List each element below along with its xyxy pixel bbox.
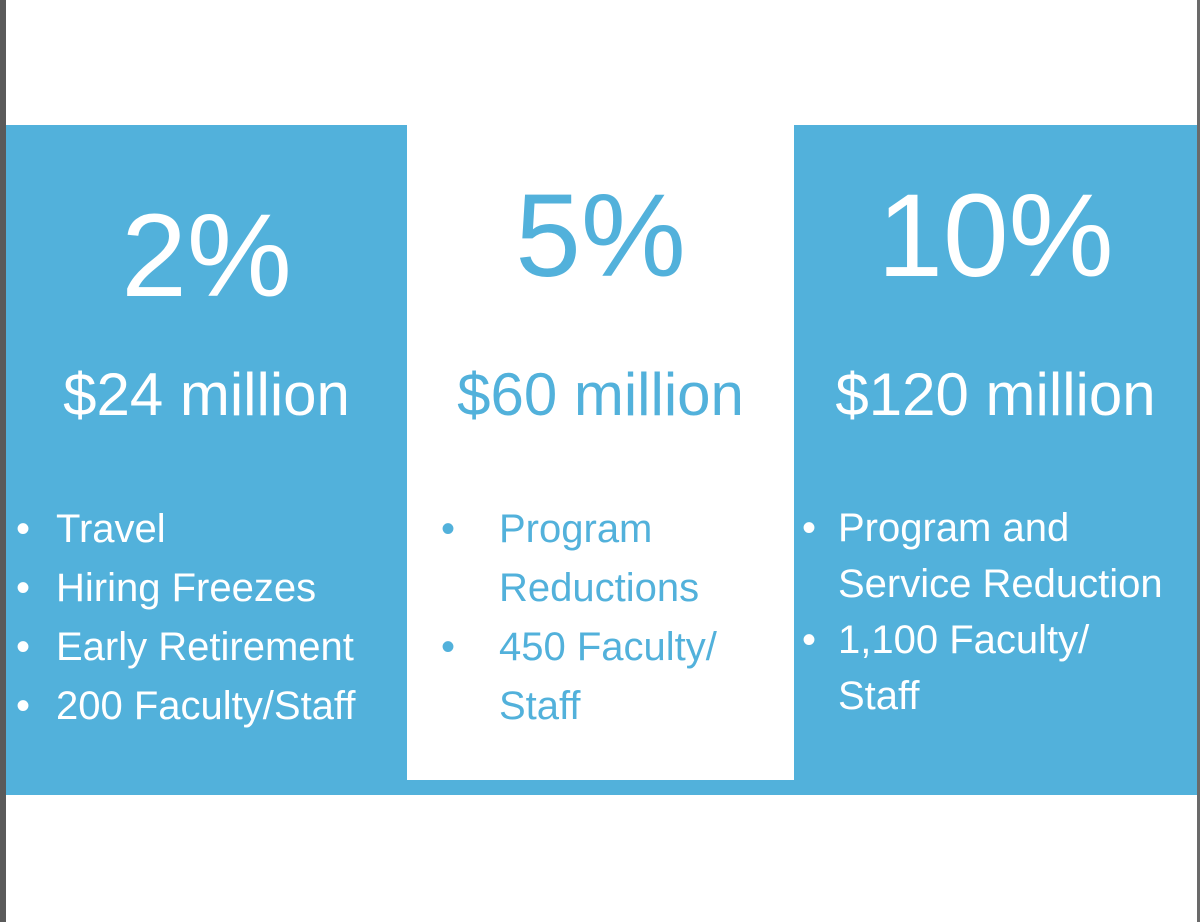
bullet-text: Program Reductions: [499, 507, 700, 610]
bullet-text: Hiring Freezes: [56, 566, 317, 610]
tier-amount: $60 million: [457, 361, 744, 428]
bullet-text: Program and Service Reduction: [838, 506, 1163, 606]
bullet-item: • 200 Faculty/Staff: [16, 677, 355, 736]
bullet-item: • Program and Service Reduction: [802, 500, 1192, 612]
tier-amount: $120 million: [835, 361, 1156, 428]
bullet-dot: •: [441, 507, 456, 551]
bullet-dot: •: [16, 507, 31, 551]
bullet-item: • Early Retirement: [16, 618, 355, 677]
tier-bullet-list: • Program Reductions • 450 Faculty/ Staff: [441, 500, 781, 736]
frame-edge-left: [0, 0, 6, 922]
tier-bullet-list: • Travel • Hiring Freezes • Early Retiremen…: [16, 500, 355, 736]
bullet-item: • Program Reductions: [441, 500, 781, 618]
frame-edge-right: [1197, 0, 1200, 922]
bullet-text: 450 Faculty/ Staff: [499, 625, 717, 728]
bullet-item: • 1,100 Faculty/ Staff: [802, 612, 1192, 724]
tier-percent: 5%: [515, 170, 686, 302]
tier-10-percent: 10% $120 million • Program and Service Re…: [794, 125, 1197, 795]
tier-2-percent: 2% $24 million • Travel • Hiring Freezes •…: [6, 125, 407, 795]
bullet-item: • Hiring Freezes: [16, 559, 355, 618]
bullet-dot: •: [802, 618, 817, 662]
bullet-dot: •: [16, 566, 31, 610]
bullet-text: Early Retirement: [56, 625, 354, 669]
bullet-dot: •: [16, 625, 31, 669]
tier-amount: $24 million: [63, 361, 350, 428]
bullet-dot: •: [16, 684, 31, 728]
bullet-text: Travel: [56, 507, 166, 551]
bullet-dot: •: [441, 625, 456, 669]
tier-percent: 10%: [877, 170, 1114, 302]
bullet-item: • 450 Faculty/ Staff: [441, 618, 781, 736]
tier-bullet-list: • Program and Service Reduction • 1,100 Fa…: [802, 500, 1192, 724]
bullet-item: • Travel: [16, 500, 355, 559]
tier-5-percent: 5% $60 million • Program Reductions • 450 …: [407, 125, 794, 780]
bullet-text: 200 Faculty/Staff: [56, 684, 356, 728]
tier-percent: 2%: [121, 190, 292, 322]
bullet-dot: •: [802, 506, 817, 550]
bullet-text: 1,100 Faculty/ Staff: [838, 618, 1090, 718]
